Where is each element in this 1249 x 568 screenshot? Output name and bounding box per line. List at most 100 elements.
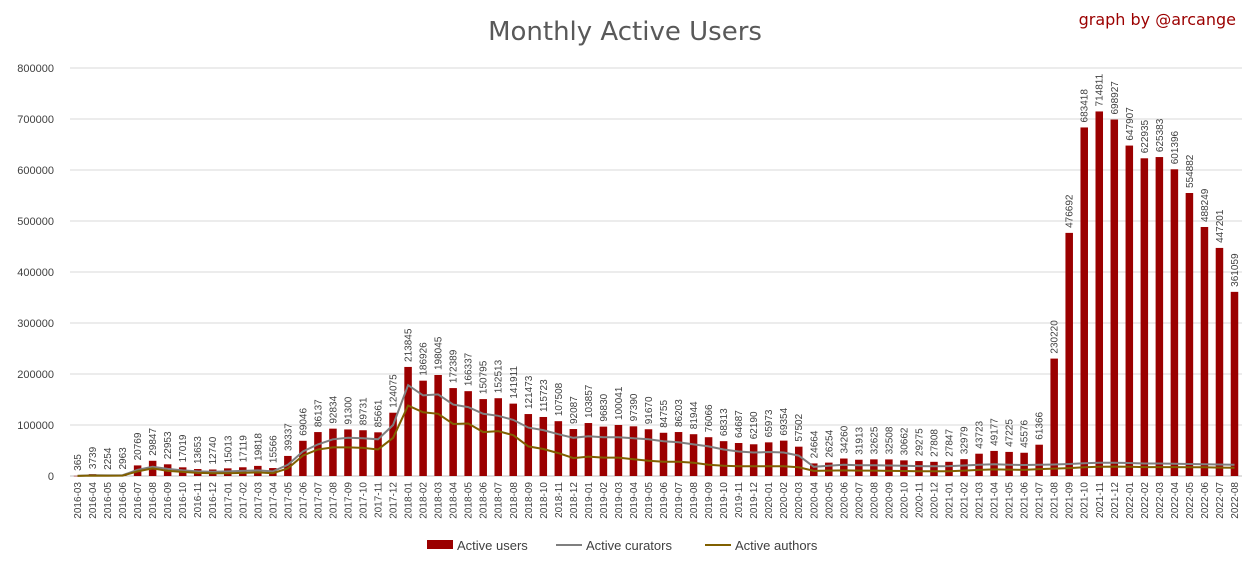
x-tick-label: 2018-11 [554, 482, 565, 518]
bar-data-label: 107508 [554, 382, 565, 416]
bar-data-label: 92087 [569, 396, 580, 424]
x-tick-label: 2022-06 [1200, 482, 1211, 519]
x-tick-label: 2017-06 [298, 482, 309, 519]
gridlines [70, 67, 1242, 477]
bar [825, 462, 833, 476]
x-tick-label: 2021-05 [1005, 482, 1016, 519]
x-tick-label: 2022-03 [1155, 482, 1166, 519]
x-tick-label: 2016-08 [148, 482, 159, 519]
x-tick-label: 2022-08 [1230, 482, 1241, 519]
bar-data-label: 554882 [1185, 154, 1196, 188]
x-tick-label: 2020-11 [914, 482, 925, 518]
y-tick-label: 800000 [17, 63, 54, 75]
x-tick-label: 2016-10 [178, 482, 189, 519]
x-tick-label: 2018-04 [449, 482, 460, 519]
bar-data-label: 622935 [1140, 119, 1151, 153]
bar-data-label: 625383 [1155, 118, 1166, 152]
legend-swatch-bar [427, 540, 453, 549]
bar-data-label: 15013 [223, 435, 234, 463]
bar-data-label: 365 [73, 454, 84, 471]
bar-data-label: 121473 [524, 375, 535, 409]
bar-data-label: 447201 [1215, 209, 1226, 243]
bar [1155, 157, 1164, 476]
bar-data-label: 43723 [975, 420, 986, 448]
legend-label: Active authors [735, 538, 818, 553]
y-tick-label: 200000 [17, 369, 54, 381]
bar [689, 434, 698, 476]
bar-data-label: 683418 [1080, 89, 1091, 123]
bar-data-label: 29847 [148, 428, 159, 456]
bar-data-label: 81944 [689, 401, 700, 429]
y-axis: 0 100000 200000 300000 400000 500000 600000 700… [17, 63, 54, 483]
x-tick-label: 2019-08 [689, 482, 700, 519]
bar-data-label: 92834 [328, 395, 339, 423]
bar-data-label: 22953 [163, 431, 174, 459]
bar-data-label: 69354 [779, 407, 790, 435]
bar-data-label: 96830 [599, 393, 610, 421]
bar-data-label: 198045 [434, 336, 445, 370]
chart-credit: graph by @arcange [1079, 10, 1236, 29]
x-tick-label: 2016-05 [103, 482, 114, 519]
bar [1080, 127, 1088, 476]
bar-data-label: 100041 [614, 386, 625, 420]
x-tick-label: 2022-05 [1185, 482, 1196, 519]
bar [810, 463, 818, 476]
x-tick-label: 2022-01 [1125, 482, 1136, 519]
bar-data-label: 86137 [313, 399, 324, 427]
line-series [77, 383, 1235, 477]
bar-data-label: 601396 [1170, 130, 1181, 164]
bar [644, 429, 653, 476]
bar [614, 424, 623, 476]
x-tick-label: 2017-01 [223, 482, 234, 519]
bar [855, 459, 863, 476]
bar-data-label: 13653 [193, 436, 204, 464]
bar-data-label: 26254 [824, 429, 835, 457]
bar [284, 455, 292, 476]
bar-data-label: 84755 [659, 400, 670, 428]
bar-data-label: 32625 [869, 426, 880, 454]
bar [449, 388, 457, 476]
bar [1215, 247, 1224, 476]
y-tick-label: 400000 [17, 267, 54, 279]
x-tick-label: 2020-05 [824, 482, 835, 519]
bar-data-label: 141911 [509, 366, 520, 399]
x-tick-label: 2017-05 [283, 482, 294, 519]
bar [930, 461, 938, 476]
x-tick-label: 2020-06 [839, 482, 850, 519]
bar [479, 399, 487, 476]
x-tick-label: 2016-09 [163, 482, 174, 519]
bar [359, 430, 367, 476]
bar [794, 446, 803, 476]
bar-data-label: 64687 [734, 410, 745, 438]
bar [629, 426, 638, 476]
bar [464, 391, 472, 476]
bar [599, 426, 608, 476]
bar-data-label: 30662 [899, 427, 910, 455]
x-tick-label: 2019-12 [749, 482, 760, 519]
y-tick-label: 0 [48, 471, 54, 483]
bar-data-label: 476692 [1065, 194, 1076, 228]
bar-data-label: 150795 [479, 360, 490, 394]
bar [584, 423, 593, 476]
bar-data-label: 39337 [283, 423, 294, 451]
bar [734, 443, 743, 476]
bar [779, 440, 788, 476]
bar [900, 460, 908, 476]
x-tick-label: 2020-07 [854, 482, 865, 519]
bar-data-label: 166337 [464, 352, 475, 386]
x-tick-label: 2021-03 [975, 482, 986, 519]
x-tick-label: 2018-08 [509, 482, 520, 519]
bar-data-label: 49177 [990, 418, 1001, 446]
bar-data-label: 32508 [884, 426, 895, 454]
y-tick-label: 100000 [17, 420, 54, 432]
bar-data-label: 115723 [539, 379, 550, 412]
x-tick-label: 2017-11 [374, 482, 385, 518]
bar-data-label: 17119 [238, 435, 249, 463]
bar-data-label: 152513 [494, 359, 505, 393]
x-tick-label: 2021-10 [1080, 482, 1091, 519]
bar-data-label: 27808 [929, 429, 940, 457]
x-tick-label: 2019-11 [734, 482, 745, 518]
bar-data-label: 186926 [419, 342, 430, 376]
bar-data-label: 361059 [1230, 253, 1241, 287]
x-tick-label: 2018-01 [404, 482, 415, 519]
